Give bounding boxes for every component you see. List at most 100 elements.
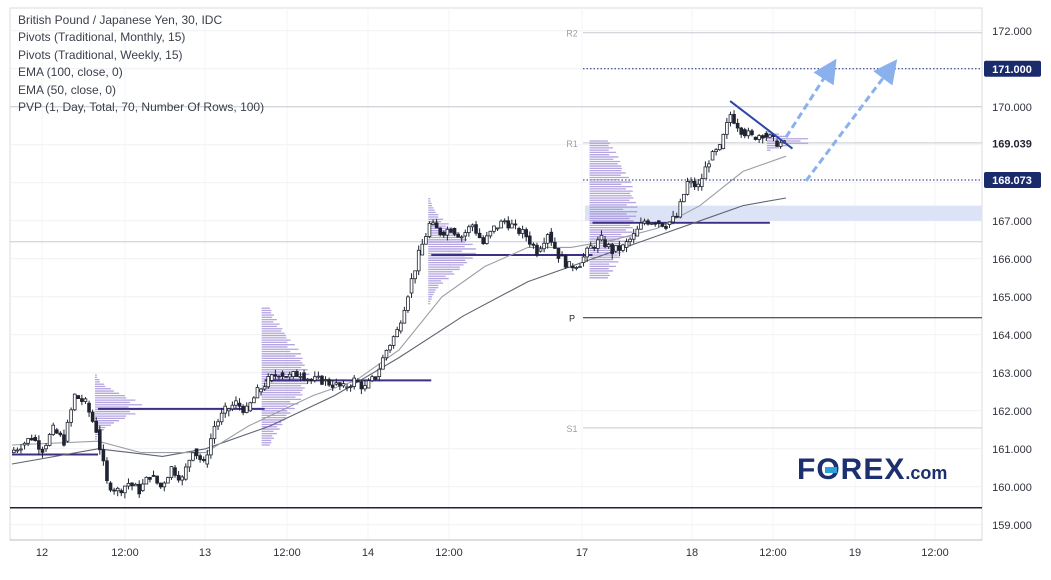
logo-tld: .com xyxy=(905,463,948,483)
candle-body xyxy=(502,220,507,223)
candle-body xyxy=(617,245,622,251)
candle-body xyxy=(320,375,324,385)
candle-body xyxy=(262,386,267,390)
candle-body xyxy=(545,234,550,244)
candle-body xyxy=(11,449,16,453)
candle-body xyxy=(33,436,38,442)
candle-body xyxy=(710,151,715,161)
candle-body xyxy=(416,249,421,272)
candle-body xyxy=(549,231,554,243)
candle-body xyxy=(80,398,84,402)
candle-body xyxy=(58,432,63,436)
candle-body xyxy=(338,382,342,387)
candle-body xyxy=(101,449,106,462)
pivot-r1-label: R1 xyxy=(566,139,578,149)
candle-body xyxy=(610,244,615,254)
candle-body xyxy=(158,482,163,488)
candle-body xyxy=(352,377,357,387)
candle-body xyxy=(327,379,331,386)
candle-body xyxy=(757,135,761,140)
candle-body xyxy=(266,376,271,388)
candle-body xyxy=(234,400,238,406)
candle-body xyxy=(384,349,389,359)
candle-body xyxy=(105,460,109,482)
candle-body xyxy=(581,256,586,263)
candle-body xyxy=(481,237,486,245)
candle-body xyxy=(323,379,328,381)
candle-body xyxy=(484,235,489,245)
legend-pivots-monthly[interactable]: Pivots (Traditional, Monthly, 15) xyxy=(18,30,186,45)
pivot-s1-label: S1 xyxy=(566,424,577,434)
y-tick-label: 172.000 xyxy=(992,26,1032,38)
candle-body xyxy=(760,135,765,139)
candle-body xyxy=(495,227,500,230)
candle-body xyxy=(155,475,159,484)
candle-body xyxy=(259,388,263,393)
candle-body xyxy=(560,254,564,257)
candle-body xyxy=(65,421,70,442)
level-tag-text: 168.073 xyxy=(992,175,1032,187)
candle-body xyxy=(269,374,274,381)
candle-body xyxy=(47,434,52,446)
candle-body xyxy=(83,398,88,402)
candle-body xyxy=(674,215,679,218)
candle-body xyxy=(277,375,281,378)
candle-body xyxy=(535,244,539,256)
candle-body xyxy=(506,220,511,229)
candle-body xyxy=(563,254,568,268)
candle-body xyxy=(194,448,199,457)
candle-body xyxy=(166,477,170,484)
last-price-tag-bg xyxy=(984,135,1041,152)
candle-body xyxy=(76,395,81,400)
candle-body xyxy=(169,466,174,478)
legend-symbol[interactable]: British Pound / Japanese Yen, 30, IDC xyxy=(18,13,223,27)
legend-pvp[interactable]: PVP (1, Day, Total, 70, Number Of Rows, … xyxy=(18,100,265,115)
candle-body xyxy=(596,239,600,249)
candle-body xyxy=(37,440,41,450)
level-tag-text: 171.000 xyxy=(992,64,1032,76)
candle-body xyxy=(628,238,632,243)
candle-body xyxy=(732,114,736,124)
candle-body xyxy=(682,193,686,203)
candle-body xyxy=(527,235,532,245)
candle-body xyxy=(359,381,364,390)
candle-body xyxy=(592,246,597,249)
x-tick-label: 12:00 xyxy=(921,547,949,559)
logo-o: O xyxy=(816,453,840,487)
candle-body xyxy=(241,405,245,413)
candle-body xyxy=(123,485,127,494)
y-tick-label: 163.000 xyxy=(992,368,1032,380)
legend-ema-100[interactable]: EMA (100, close, 0) xyxy=(18,65,123,80)
candle-body xyxy=(112,489,116,492)
candle-body xyxy=(642,220,647,224)
y-tick-label: 160.000 xyxy=(992,482,1032,494)
candle-body xyxy=(305,378,310,381)
candle-body xyxy=(696,183,701,188)
legend-pivots-weekly[interactable]: Pivots (Traditional, Weekly, 15) xyxy=(18,47,183,62)
candle-body xyxy=(603,239,607,248)
candle-body xyxy=(316,375,321,378)
candle-body xyxy=(230,404,235,410)
logo-accent-bar xyxy=(825,467,838,473)
candle-body xyxy=(470,224,475,228)
y-tick-label: 162.000 xyxy=(992,406,1032,418)
candle-body xyxy=(176,474,181,481)
candle-body xyxy=(456,233,460,238)
candle-body xyxy=(244,405,249,413)
candle-body xyxy=(553,241,557,249)
candle-body xyxy=(148,476,152,480)
candle-body xyxy=(97,429,102,451)
legend-ema-50[interactable]: EMA (50, close, 0) xyxy=(18,82,117,97)
candle-body xyxy=(570,265,575,269)
candle-body xyxy=(162,482,167,488)
candle-body xyxy=(474,224,478,234)
candle-body xyxy=(72,393,77,411)
candle-body xyxy=(151,474,156,477)
candle-body xyxy=(212,425,217,440)
candle-body xyxy=(201,459,206,461)
candle-body xyxy=(198,455,202,460)
candle-body xyxy=(556,247,561,259)
